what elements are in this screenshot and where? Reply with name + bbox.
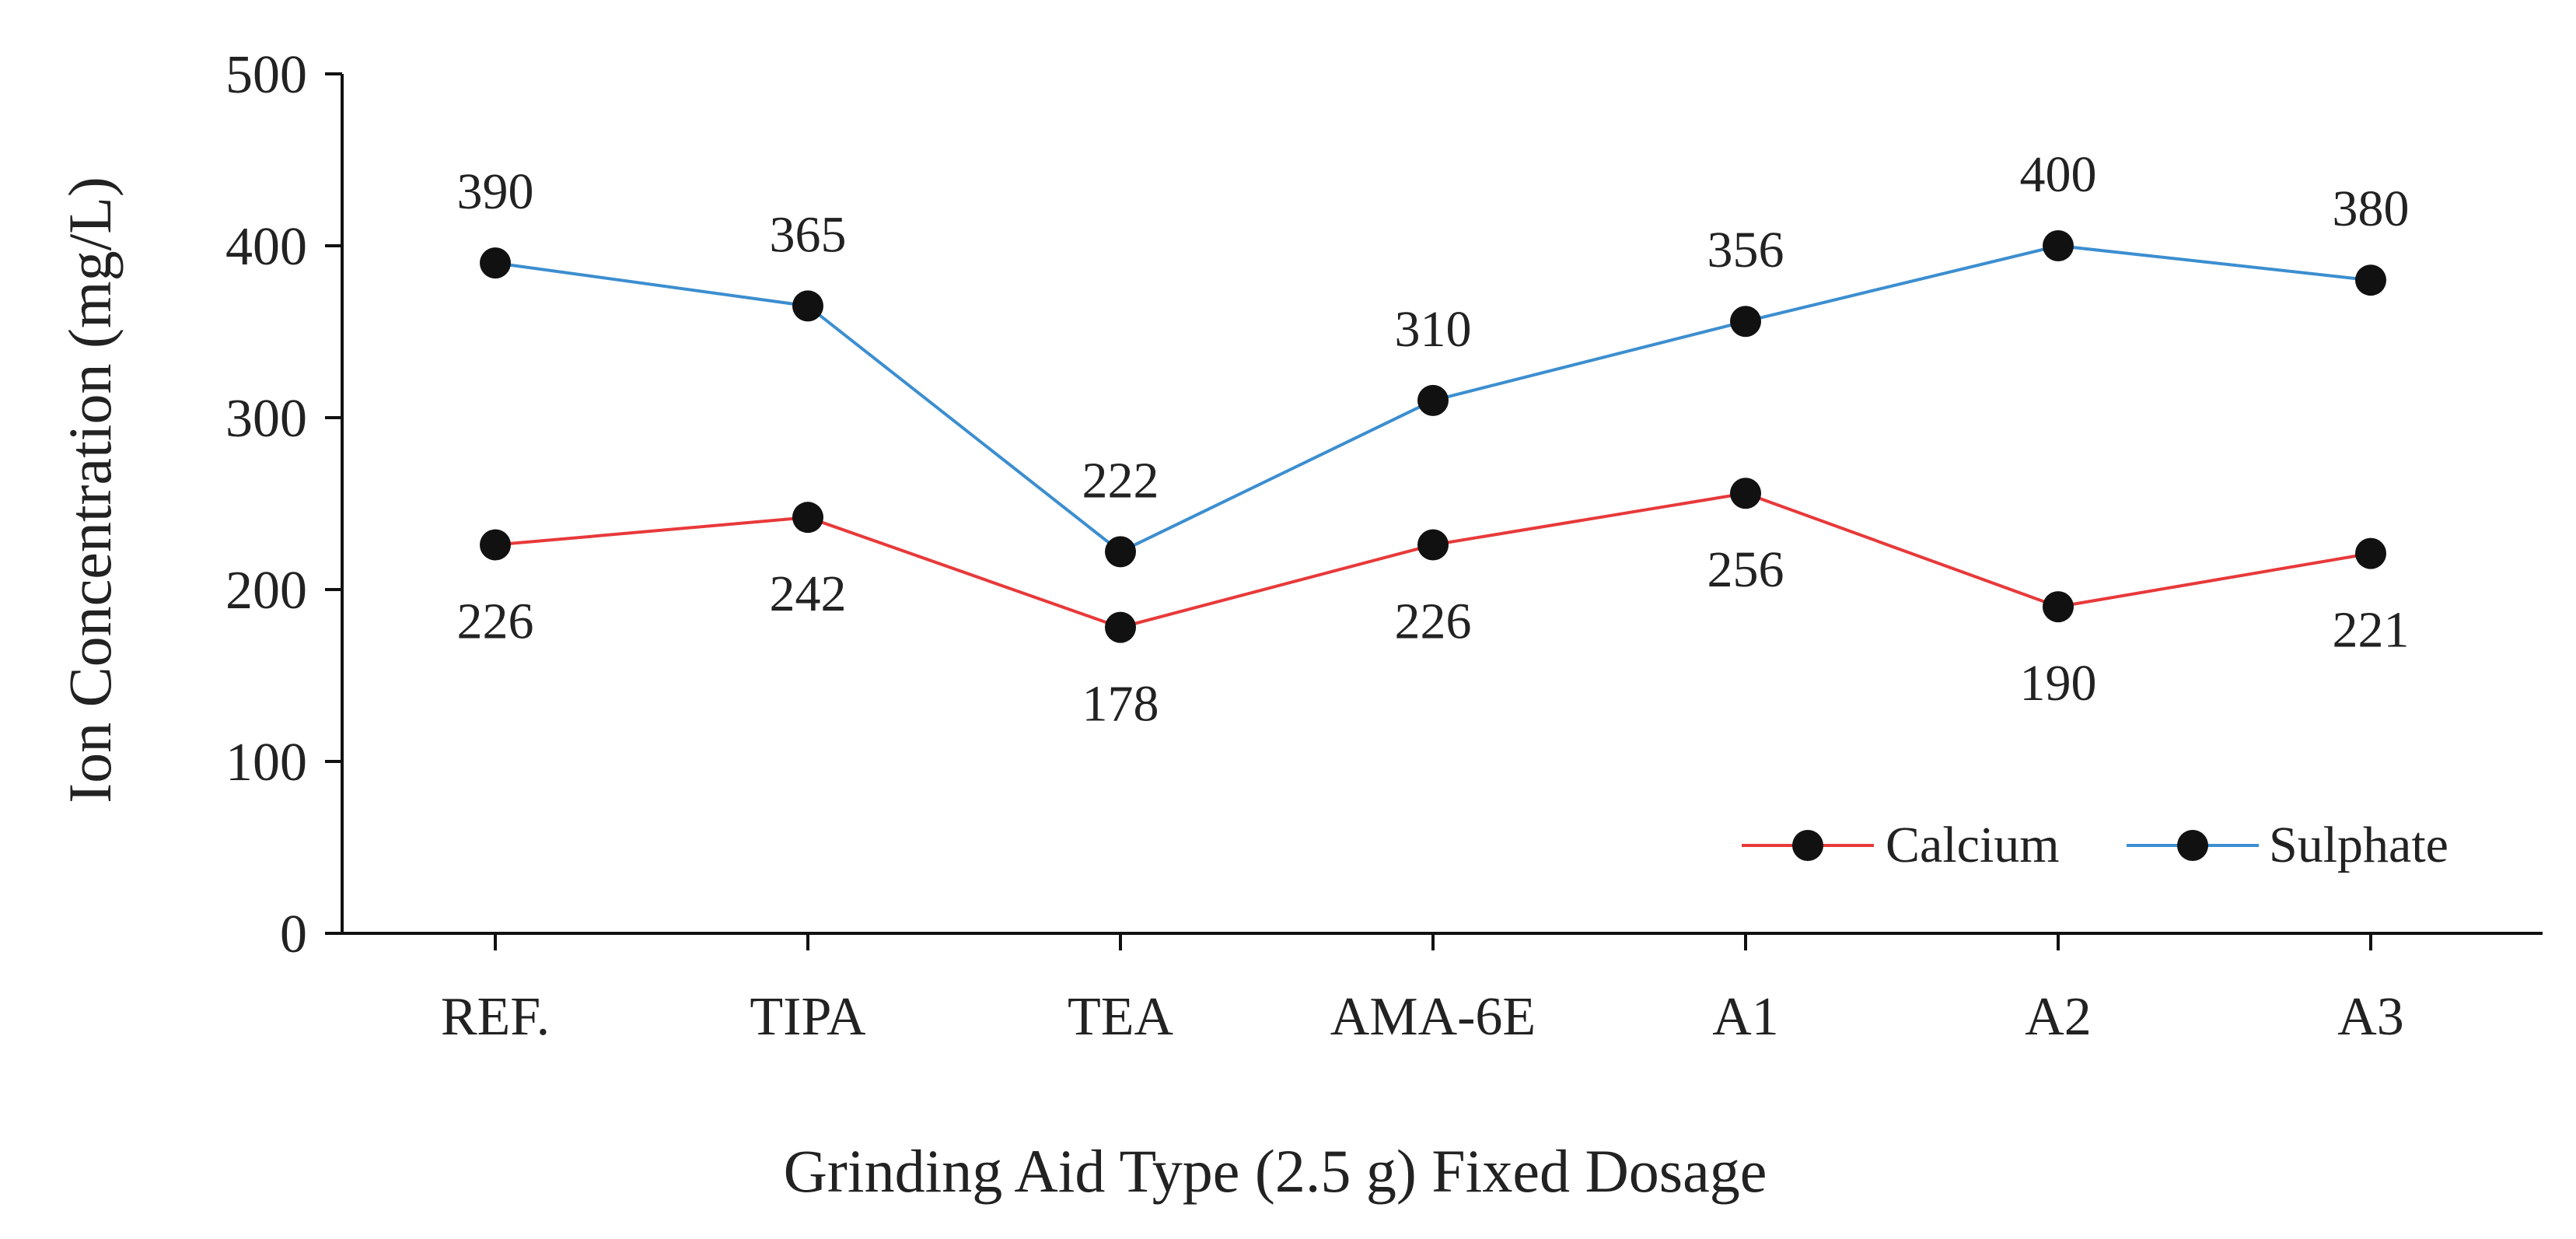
marker-calcium-6 (2355, 537, 2386, 569)
y-tick-label-2: 200 (225, 561, 307, 621)
data-label-calcium-1: 242 (770, 565, 847, 622)
x-tick-label-tipa: TIPA (750, 987, 866, 1047)
marker-sulphate-4 (1730, 306, 1761, 338)
y-tick-label-4: 400 (225, 217, 307, 277)
legend: Calcium Sulphate (1742, 817, 2448, 873)
x-tick-label-ama-6e: AMA-6E (1330, 987, 1536, 1047)
y-axis-title: Ion Concentration (mg/L) (56, 177, 124, 803)
x-ticks: REF. TIPA TEA AMA-6E A1 A2 A3 (441, 933, 2404, 1047)
data-label-calcium-2: 178 (1082, 676, 1159, 733)
legend-label-calcium: Calcium (1886, 817, 2060, 873)
axes (341, 74, 2543, 935)
marker-calcium-4 (1730, 478, 1761, 509)
y-ticks: 0 100 200 300 400 500 (225, 45, 342, 964)
data-label-calcium-3: 226 (1395, 593, 1472, 650)
y-tick-label-0: 0 (280, 905, 307, 964)
data-label-calcium-5: 190 (2020, 655, 2097, 712)
data-label-calcium-6: 221 (2333, 602, 2410, 659)
legend-item-calcium: Calcium (1742, 817, 2060, 873)
data-labels: 226 242 178 226 256 190 221 390 365 222 310 356 400 3… (457, 146, 2410, 733)
data-label-sulphate-5: 400 (2020, 146, 2097, 203)
marker-calcium-0 (480, 529, 511, 561)
x-tick-label-tea: TEA (1068, 987, 1174, 1047)
data-label-calcium-0: 226 (457, 593, 534, 650)
marker-calcium-1 (792, 502, 823, 534)
x-axis-title: Grinding Aid Type (2.5 g) Fixed Dosage (784, 1137, 1767, 1205)
y-tick-label-3: 300 (225, 389, 307, 449)
x-tick-label-a1: A1 (1712, 987, 1779, 1047)
data-label-sulphate-2: 222 (1082, 452, 1159, 509)
data-label-sulphate-0: 390 (457, 163, 534, 220)
legend-marker-sulphate (2177, 830, 2208, 861)
y-tick-label-5: 500 (225, 45, 307, 105)
data-label-sulphate-6: 380 (2333, 180, 2410, 237)
x-tick-label-ref: REF. (441, 987, 550, 1047)
data-label-sulphate-1: 365 (770, 206, 847, 263)
marker-sulphate-1 (792, 290, 823, 322)
legend-label-sulphate: Sulphate (2269, 817, 2448, 873)
x-tick-label-a3: A3 (2337, 987, 2404, 1047)
data-label-sulphate-3: 310 (1395, 301, 1472, 358)
marker-calcium-5 (2043, 591, 2074, 623)
marker-sulphate-6 (2355, 264, 2386, 296)
marker-calcium-2 (1105, 611, 1136, 643)
data-label-sulphate-4: 356 (1707, 222, 1784, 278)
x-tick-label-a2: A2 (2025, 987, 2092, 1047)
data-label-calcium-4: 256 (1707, 541, 1784, 598)
marker-sulphate-0 (480, 247, 511, 279)
legend-marker-calcium (1792, 830, 1823, 861)
y-tick-label-1: 100 (225, 733, 307, 793)
markers (480, 230, 2386, 643)
marker-sulphate-2 (1105, 536, 1136, 568)
legend-item-sulphate: Sulphate (2127, 817, 2448, 873)
marker-sulphate-5 (2043, 230, 2074, 261)
marker-calcium-3 (1417, 529, 1449, 561)
marker-sulphate-3 (1417, 384, 1449, 416)
